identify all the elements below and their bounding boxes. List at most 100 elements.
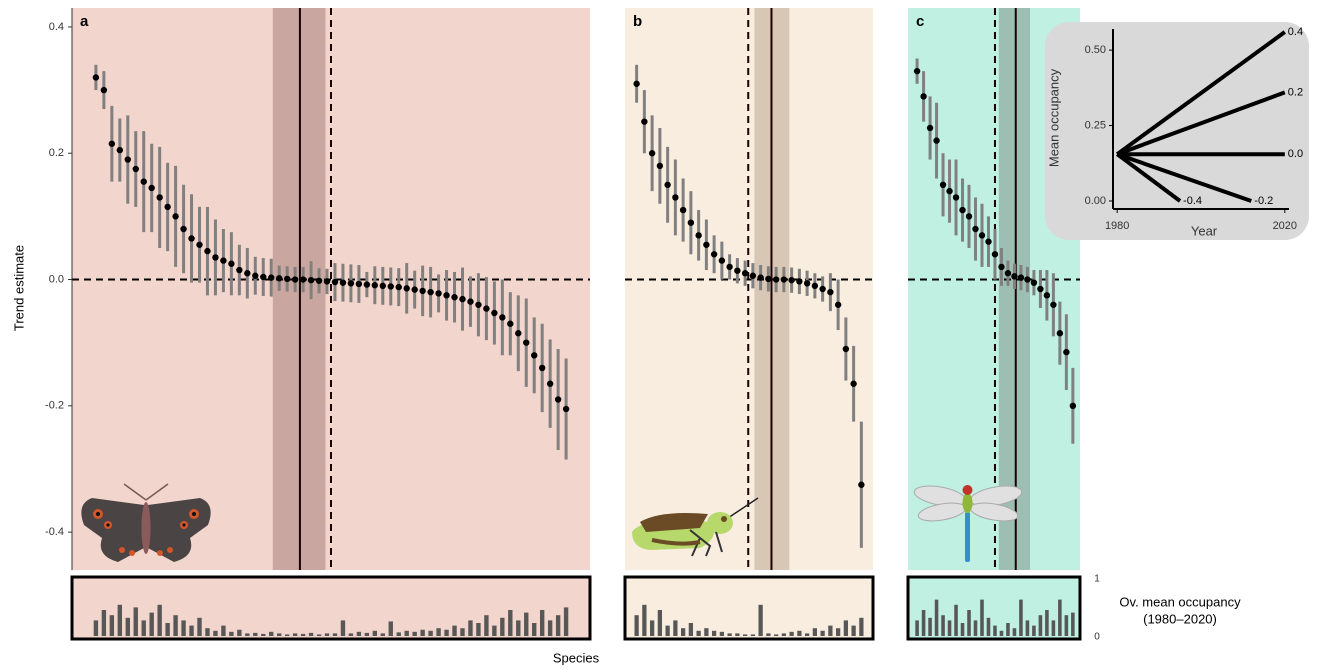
occupancy-bar — [773, 634, 779, 636]
occupancy-bar — [1019, 599, 1023, 636]
occupancy-bar — [563, 607, 569, 636]
occupancy-bar — [934, 599, 939, 636]
trend-point — [100, 86, 108, 94]
occupancy-bar — [960, 623, 965, 636]
trend-point — [972, 225, 979, 233]
trend-point — [672, 194, 679, 201]
trend-point — [1024, 276, 1031, 283]
occupancy-bar — [758, 604, 763, 636]
occupancy-bar — [476, 623, 481, 636]
occupancy-bar — [980, 599, 984, 636]
y-tick-label: -0.2 — [45, 400, 64, 412]
occupancy-bar — [797, 630, 802, 636]
trend-point — [796, 278, 803, 285]
panel-label: b — [633, 13, 642, 30]
occupancy-bar — [547, 620, 553, 636]
trend-point — [244, 270, 251, 277]
inset-x-tick-label: 1980 — [1105, 220, 1129, 232]
occupancy-bar — [484, 615, 489, 636]
trend-point — [920, 93, 927, 100]
trend-point — [858, 481, 865, 488]
occupancy-bar — [109, 615, 115, 636]
dragonfly-icon — [913, 485, 1023, 562]
occupancy-bar — [460, 628, 465, 636]
trend-point — [164, 203, 171, 211]
occupancy-bar — [711, 630, 717, 636]
trend-point — [734, 267, 741, 274]
trend-point — [315, 277, 323, 284]
occupancy-bar — [404, 630, 409, 636]
occupancy-bar — [828, 625, 833, 636]
trend-point — [387, 283, 394, 290]
occupancy-bar — [125, 617, 130, 636]
grasshopper-icon — [632, 497, 759, 557]
trend-point — [695, 232, 702, 239]
occupancy-bar — [973, 620, 978, 636]
trend-point — [991, 251, 999, 258]
trend-point — [978, 232, 986, 239]
trend-point — [331, 278, 339, 286]
trend-point — [212, 254, 219, 261]
occupancy-bar — [348, 633, 354, 636]
trend-point — [641, 118, 648, 125]
occupancy-bar — [993, 625, 997, 636]
occupancy-bar — [452, 625, 457, 636]
butterfly-icon — [81, 483, 211, 562]
trend-point — [299, 276, 307, 283]
trend-point — [339, 279, 347, 286]
occupancy-bar — [1038, 615, 1043, 636]
trend-point — [554, 396, 562, 403]
occupancy-bar — [269, 631, 274, 636]
occupancy-bar — [436, 628, 441, 636]
occupancy-bar — [93, 620, 99, 636]
trend-point — [946, 187, 953, 195]
occupancy-bar — [727, 633, 732, 636]
occupancy-bar — [444, 629, 449, 636]
occupancy-bar — [292, 633, 298, 636]
trend-point — [531, 352, 538, 359]
trend-point — [395, 283, 402, 291]
occupancy-bar — [1051, 620, 1056, 636]
trend-point — [132, 165, 139, 173]
occupancy-bar — [332, 633, 338, 636]
inset-y-tick-label: 0.00 — [1085, 195, 1106, 207]
occupancy-bar — [1012, 628, 1017, 636]
trend-point — [268, 274, 275, 281]
occupancy-bar — [735, 633, 740, 636]
trend-point — [1043, 292, 1051, 299]
occupancy-bar — [388, 621, 393, 636]
trend-point — [959, 206, 966, 214]
occupancy-bar — [468, 620, 473, 636]
occupancy-bar — [237, 629, 242, 636]
trend-point — [188, 235, 195, 242]
trend-point — [92, 74, 100, 81]
trend-point — [765, 275, 772, 283]
occupancy-bar — [1006, 623, 1010, 636]
occupancy-bar — [649, 620, 655, 636]
line-label: 0.2 — [1288, 86, 1303, 98]
trend-point — [116, 146, 124, 154]
trend-point — [985, 238, 992, 245]
trend-point — [507, 320, 514, 327]
inset-y-tick-label: 0.25 — [1085, 119, 1106, 131]
trend-point — [933, 137, 940, 144]
trend-point — [323, 278, 331, 285]
occupancy-bar — [941, 615, 945, 636]
occupancy-bar — [213, 630, 218, 636]
occupancy-bar — [532, 623, 537, 636]
occupancy-bar — [843, 620, 849, 636]
occupancy-bar — [928, 617, 932, 636]
trend-point — [842, 345, 850, 353]
occupancy-bar — [508, 610, 513, 636]
occupancy-bar — [277, 633, 282, 636]
occupancy-bar — [555, 615, 561, 636]
trend-point — [819, 285, 826, 293]
trend-point — [562, 405, 570, 413]
trend-point — [1017, 274, 1025, 281]
occupancy-bar — [316, 634, 322, 636]
occupancy-bar — [516, 620, 521, 636]
trend-point — [483, 305, 490, 312]
trend-point — [1004, 270, 1012, 277]
inset: 0.00 0.25 0.50 1980 2020 Year Mean occupancy 0.… — [1045, 22, 1309, 240]
